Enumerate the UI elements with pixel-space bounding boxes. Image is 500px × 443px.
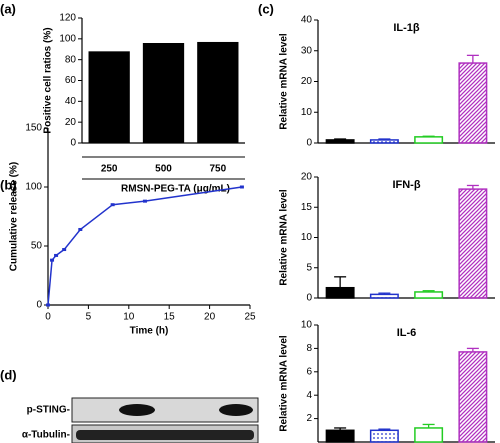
y-tick-label: 10	[301, 232, 313, 243]
y-tick-label: 10	[301, 107, 313, 118]
point	[142, 199, 147, 203]
line	[47, 186, 243, 306]
x-tick-label: 500	[155, 164, 172, 175]
point	[239, 185, 244, 189]
x-tick-label: 0	[45, 312, 51, 323]
bar	[369, 293, 399, 299]
y-tick-label: 0	[306, 293, 312, 304]
y-tick-label: 40	[65, 96, 77, 107]
panel-label: (a)	[0, 1, 16, 16]
x-tick-label: 750	[209, 164, 226, 175]
y-axis-label: Cumulative release (%)	[9, 162, 20, 272]
y-tick-label: 150	[25, 123, 42, 134]
point	[78, 227, 83, 231]
bar	[414, 136, 444, 144]
y-tick-label: 20	[65, 117, 77, 128]
bar	[369, 139, 399, 144]
x-tick-label: 10	[123, 312, 135, 323]
y-tick-label: 4	[306, 390, 312, 401]
y-tick-label: 15	[301, 202, 313, 213]
y-tick-label: 20	[301, 76, 313, 87]
bar	[325, 429, 355, 443]
bar	[88, 51, 130, 144]
y-tick-label: 6	[306, 366, 312, 377]
y-tick-label: 20	[301, 172, 313, 183]
bar	[197, 41, 239, 144]
y-tick-label: 0	[70, 138, 76, 149]
point	[110, 203, 115, 207]
y-tick-label: 50	[31, 241, 43, 252]
y-tick-label: 100	[25, 182, 42, 193]
y-tick-label: 120	[59, 13, 76, 24]
x-tick-label: 5	[86, 312, 92, 323]
bar	[142, 43, 185, 143]
x-tick-label: 15	[164, 312, 176, 323]
point	[50, 258, 55, 262]
point	[46, 303, 50, 307]
panel-label: (b)	[0, 177, 17, 192]
bar	[325, 139, 355, 144]
y-tick-label: 80	[65, 54, 77, 65]
y-axis-label: Relative mRNA level	[279, 335, 290, 432]
chart-title: IFN-β	[392, 179, 420, 191]
y-tick-label: 30	[301, 45, 313, 56]
blot-label: p-STING-	[27, 405, 70, 416]
x-tick-label: 20	[204, 312, 216, 323]
bar	[369, 429, 399, 443]
panel-label: (c)	[258, 1, 274, 16]
y-axis-label: Positive cell ratios (%)	[43, 27, 54, 133]
point	[62, 248, 67, 252]
x-axis-label: Time (h)	[130, 326, 169, 337]
chart-title: IL-6	[397, 327, 417, 339]
y-tick-label: 10	[301, 320, 313, 331]
y-tick-label: 5	[306, 262, 312, 273]
bar	[414, 427, 444, 443]
bar	[325, 286, 355, 299]
bar	[414, 291, 444, 299]
bar	[458, 351, 488, 443]
point	[54, 253, 59, 257]
x-axis-label: RMSN-PEG-TA (μg/mL)	[121, 184, 230, 195]
band	[219, 404, 253, 416]
y-tick-label: 100	[59, 33, 76, 44]
y-tick-label: 2	[306, 413, 312, 424]
band	[119, 404, 155, 416]
y-axis-label: Relative mRNA level	[279, 189, 290, 286]
y-axis-label: Relative mRNA level	[279, 33, 290, 130]
x-tick-label: 25	[244, 312, 256, 323]
band	[76, 430, 254, 440]
chart-title: IL-1β	[393, 22, 420, 34]
y-tick-label: 8	[306, 343, 312, 354]
bar	[458, 62, 488, 144]
x-tick-label: 250	[101, 164, 118, 175]
panel-label: (d)	[0, 367, 17, 382]
y-tick-label: 40	[301, 15, 313, 26]
y-tick-label: 0	[306, 138, 312, 149]
y-tick-label: 0	[36, 300, 42, 311]
y-tick-label: 60	[65, 75, 77, 86]
bar	[458, 188, 488, 299]
blot-label: α-Tubulin-	[22, 430, 70, 441]
western-blot: (d) p-STING- α-Tubulin-	[0, 367, 259, 443]
